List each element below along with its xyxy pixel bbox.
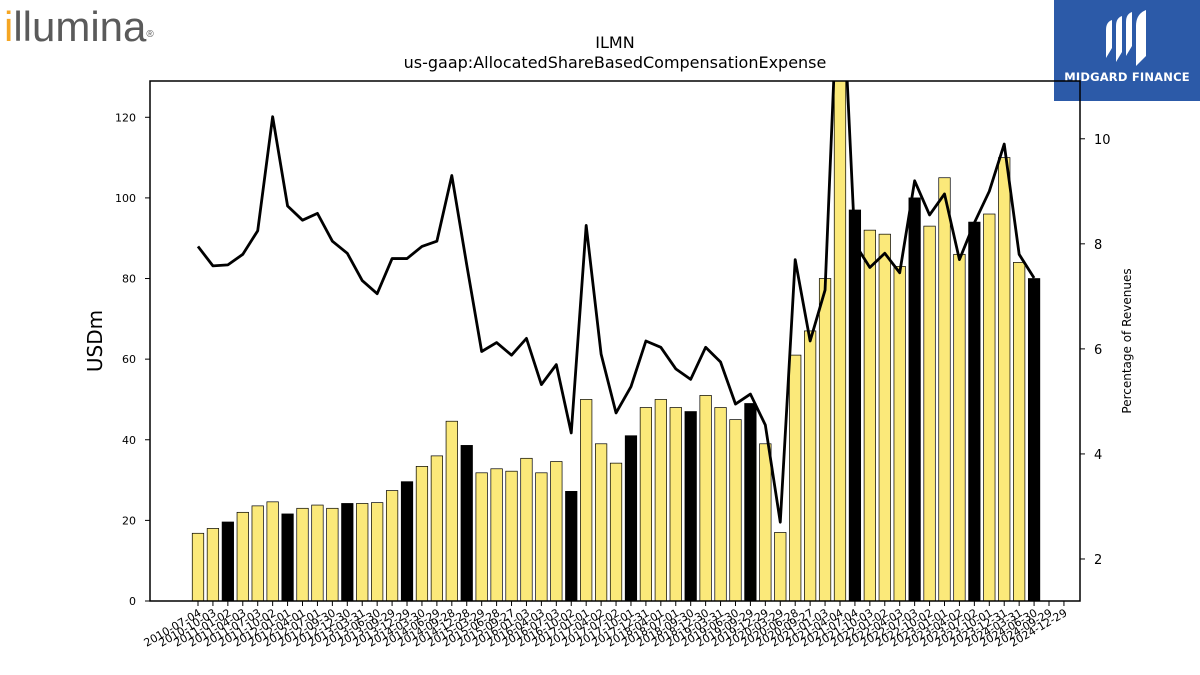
bar xyxy=(639,407,653,602)
bar xyxy=(789,354,802,602)
bar xyxy=(415,466,429,602)
bar xyxy=(251,505,264,602)
bar xyxy=(311,504,324,602)
bar xyxy=(356,503,369,602)
y-tick-label: 0 xyxy=(129,595,136,608)
logo-left-text: llumina xyxy=(13,3,147,50)
bar xyxy=(371,502,384,602)
y2-tick-label: 10 xyxy=(1094,133,1111,148)
line-layer xyxy=(196,81,1036,524)
bar xyxy=(878,233,891,602)
y2-axis-label: Percentage of Revenues xyxy=(1120,268,1134,413)
bar xyxy=(430,455,443,602)
bar xyxy=(520,457,533,602)
midgard-brand-text: MIDGARD FINANCE xyxy=(1064,70,1190,84)
y-tick-label: 40 xyxy=(122,434,136,447)
bar xyxy=(908,197,921,602)
bar xyxy=(221,521,234,602)
y-tick-label: 80 xyxy=(122,273,136,286)
bar xyxy=(774,532,787,602)
y-tick-label: 20 xyxy=(122,514,136,527)
bar xyxy=(1013,262,1026,602)
bar xyxy=(833,80,847,602)
y-axis-right: 2 4 6 8 10 xyxy=(1080,133,1111,568)
bar xyxy=(296,507,309,602)
bar xyxy=(385,490,399,602)
bar xyxy=(490,468,503,602)
bar xyxy=(759,443,772,602)
bar xyxy=(744,403,757,602)
bar xyxy=(669,407,682,602)
bar xyxy=(968,221,981,602)
chart-subtitle: us-gaap:AllocatedShareBasedCompensationE… xyxy=(404,53,827,72)
chart-title: ILMN xyxy=(595,33,634,52)
bar xyxy=(341,503,354,602)
bar xyxy=(595,443,608,602)
bar xyxy=(206,528,220,602)
bar xyxy=(848,209,862,602)
bar xyxy=(565,491,578,602)
bar xyxy=(684,411,697,602)
illumina-logo: illumina® xyxy=(4,2,154,52)
bar xyxy=(863,229,876,602)
bar xyxy=(699,395,712,602)
bar xyxy=(580,399,593,602)
bar xyxy=(281,513,294,602)
bar xyxy=(998,157,1011,602)
y2-tick-label: 2 xyxy=(1094,553,1102,568)
bar xyxy=(1027,278,1041,602)
logo-left-i: i xyxy=(4,3,14,50)
y2-tick-label: 4 xyxy=(1094,448,1102,463)
bar xyxy=(804,330,817,602)
bar xyxy=(400,481,414,602)
bar xyxy=(938,177,951,602)
y-tick-label: 60 xyxy=(122,353,136,366)
y-tick-label: 100 xyxy=(115,192,136,205)
bar xyxy=(236,511,249,602)
bar xyxy=(326,507,339,602)
bar xyxy=(953,253,966,602)
bar xyxy=(609,462,623,602)
y-axis-label: USDm xyxy=(83,310,107,372)
y-axis-left: 0 20 40 60 80 100 120 xyxy=(115,111,150,608)
bar xyxy=(266,501,279,602)
bar xyxy=(923,225,936,602)
bar xyxy=(445,420,458,602)
bar xyxy=(624,435,638,602)
y2-tick-label: 6 xyxy=(1094,343,1102,358)
bar xyxy=(550,461,563,602)
bar xyxy=(535,472,548,602)
bar xyxy=(983,213,996,602)
bar xyxy=(654,399,667,602)
midgard-finance-logo: MIDGARD FINANCE xyxy=(1054,0,1200,101)
plot-frame xyxy=(149,80,1081,602)
bar xyxy=(191,532,205,602)
midgard-emblem-icon xyxy=(1106,10,1146,66)
bar xyxy=(893,266,906,602)
bars-layer xyxy=(191,80,1041,602)
y2-tick-label: 8 xyxy=(1094,238,1102,253)
bar xyxy=(505,470,518,602)
bar xyxy=(729,419,742,602)
series-line xyxy=(196,81,1036,524)
logo-left-reg: ® xyxy=(146,29,154,40)
y-tick-label: 120 xyxy=(115,111,136,124)
bar xyxy=(475,472,488,602)
bar xyxy=(818,278,832,602)
x-axis: 2010-07-042010-10-032011-01-022011-04-03… xyxy=(142,601,1069,650)
bar xyxy=(460,445,473,602)
bar xyxy=(714,407,727,602)
